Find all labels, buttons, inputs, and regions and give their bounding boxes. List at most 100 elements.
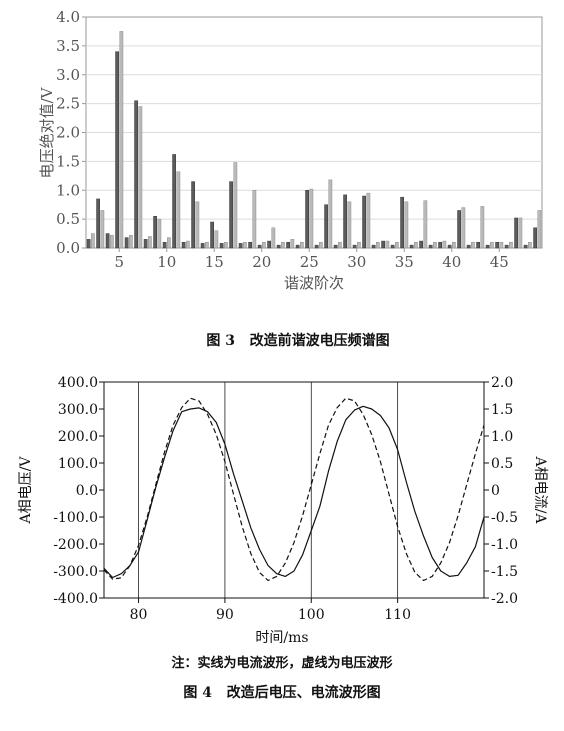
chart1-bar [319,241,323,249]
chart1-bar [224,241,228,249]
chart1-y-tick-label: 2.5 [56,95,80,113]
chart1-bar [286,241,290,249]
chart1-x-tick-label: 5 [114,253,124,271]
chart1-bar [504,244,509,249]
chart1-y-tick-label: 3.5 [56,37,80,55]
chart1-bar [143,239,148,249]
chart2-y2-tick-label: -1.5 [491,564,518,580]
chart2-x-tick-label: 100 [298,607,325,623]
chart1-bar [262,241,266,249]
chart1-y-tick-label: 1.5 [56,152,80,170]
chart1-bar [162,241,167,249]
chart1-bar [419,240,423,249]
chart1-bar [447,244,452,249]
chart2-current-line [103,405,485,579]
chart1-bar [309,188,314,249]
chart1-bar [471,241,475,249]
chart1-bar [476,241,480,249]
chart1-bar [167,237,171,249]
chart1-bar [518,217,523,249]
chart1-bar [499,241,504,249]
chart1-bar [490,241,494,249]
chart1-bar [238,243,243,249]
chart1-bar [347,201,352,249]
chart1-bar [457,210,461,249]
chart1-bar [528,241,532,249]
chart1-bar [343,194,347,249]
chart1-bar [404,201,409,249]
chart1-bar [200,243,205,249]
chart1-bar [314,244,319,249]
chart1-bar [172,154,177,249]
chart2-x-tick-label: 80 [130,607,148,623]
chart1-x-tick-label: 30 [347,253,366,271]
chart1-bar [267,240,271,249]
chart2-y-tick-label: 200.0 [58,429,98,445]
chart1-bar [371,244,376,249]
chart1-bar [191,181,196,249]
chart1-y-ticks: 0.0 0.5 1.0 1.5 2.0 2.5 3.0 3.5 4.0 [56,8,86,257]
chart1-bar [252,190,257,249]
chart1-x-tick-label: 45 [490,253,509,271]
chart2-y2-tick-label: 2.0 [491,375,513,391]
chart2-y2-axis-label: A相电流/A [532,456,548,525]
chart1-bar [461,207,466,249]
chart2-voltage-line [103,397,485,582]
chart1-bar [357,241,361,249]
harmonic-spectrum-chart: 0.0 0.5 1.0 1.5 2.0 2.5 3.0 3.5 4.0 5 10 15 20 25 30 3… [38,8,543,349]
chart2-y-tick-label: 300.0 [58,402,98,418]
chart1-bar [381,240,385,249]
chart1-bar [219,243,224,249]
chart1-bar [438,241,442,249]
chart2-series [103,397,485,582]
chart1-bar [134,100,139,249]
chart1-bar [229,181,234,249]
chart1-bar [110,235,114,249]
chart1-bar [295,244,300,249]
chart1-bar [233,162,238,249]
chart1-bar [181,241,186,249]
chart1-y-tick-label: 2.0 [56,124,80,142]
chart1-bar [96,198,100,249]
chart1-bar [523,244,528,249]
chart2-x-tick-label: 110 [384,607,411,623]
chart1-caption: 图 3 改造前谐波电压频谱图 [206,332,389,349]
chart1-bar [124,237,129,249]
chart2-y-tick-label: 400.0 [58,375,98,391]
chart1-x-tick-label: 10 [157,253,176,271]
chart1-bar [485,244,490,249]
chart1-bar [400,196,404,249]
chart1-bar [186,240,190,249]
chart2-y-tick-label: -300.0 [53,564,98,580]
chart2-plot-frame [103,381,485,599]
chart1-bar [395,241,399,249]
chart1-bar [281,241,285,249]
chart1-bar [91,233,95,249]
chart1-bar [495,241,499,249]
chart2-y2-tick-label: 1.5 [491,402,513,418]
chart1-bar [466,244,471,249]
chart1-bar [115,51,119,249]
chart1-x-tick-label: 15 [205,253,224,271]
chart1-bar [428,244,433,249]
chart1-bars [86,31,542,249]
chart1-x-axis-label: 谐波阶次 [284,274,344,292]
chart1-y-tick-label: 4.0 [56,8,80,26]
chart2-y-tick-label: 100.0 [58,456,98,472]
chart2-y-tick-label: -100.0 [53,510,98,526]
chart2-caption: 图 4 改造后电压、电流波形图 [183,684,380,701]
chart1-x-ticks: 5 10 15 20 25 30 35 40 45 [114,248,509,271]
chart1-bar [129,235,133,249]
chart1-bar [423,200,428,249]
chart1-bar [385,240,390,249]
chart2-y2-tick-label: -1.0 [491,537,518,553]
chart2-y2-tick-label: -0.5 [491,510,518,526]
chart2-y-axis-label: A相电压/V [18,456,34,525]
chart1-bar [338,241,342,249]
chart1-bar [433,241,437,249]
chart1-bar [442,240,447,249]
chart1-bar [537,210,542,249]
chart1-bar [248,241,253,249]
chart1-bar [409,244,414,249]
